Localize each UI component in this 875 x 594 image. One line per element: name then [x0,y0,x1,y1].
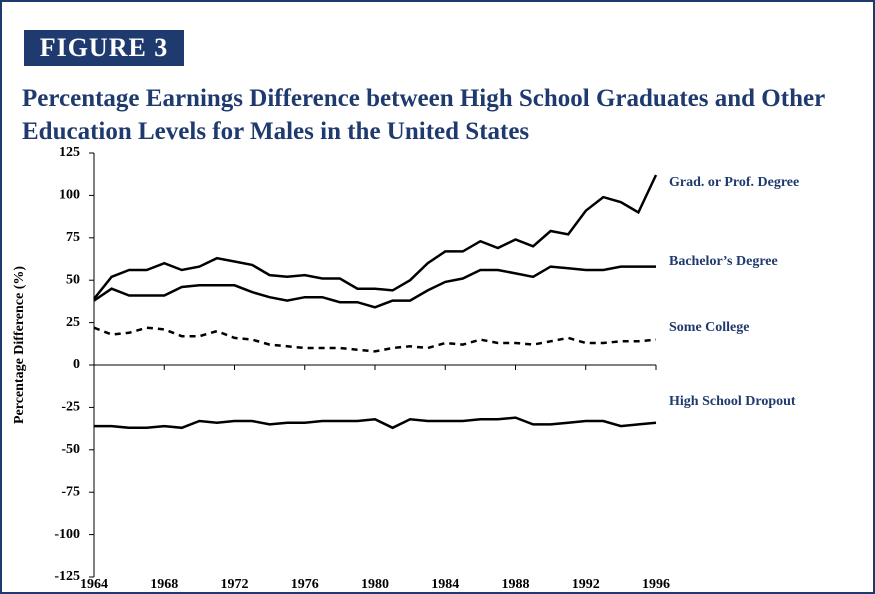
x-tick-label: 1984 [431,577,459,592]
series-label: Some College [669,320,749,335]
y-tick-label: 75 [66,230,80,245]
series-line [93,326,657,353]
x-tick-label: 1980 [361,577,389,592]
figure-label: FIGURE 3 [24,30,184,66]
series-line [93,174,658,300]
x-tick-label: 1996 [642,577,670,592]
x-tick-label: 1968 [150,577,178,592]
x-tick-label: 1972 [221,577,249,592]
series-label: Grad. or Prof. Degree [669,175,799,190]
chart-title: Percentage Earnings Difference between H… [22,85,825,145]
series-label: Bachelor’s Degree [669,254,778,269]
series-label: High School Dropout [669,394,796,409]
series-line [94,416,657,430]
y-tick-label: -50 [61,442,80,457]
x-tick-label: 1976 [291,577,319,592]
y-tick-label: 0 [73,357,80,372]
y-tick-label: -125 [54,569,80,584]
y-tick-label: -25 [61,400,80,415]
y-tick-label: 50 [66,272,80,287]
y-tick-label: 125 [59,145,80,160]
x-tick-label: 1988 [502,577,530,592]
x-tick-label: 1992 [572,577,600,592]
y-tick-label: 25 [66,315,80,330]
y-tick-label: -75 [61,484,80,499]
y-axis-label: Percentage Difference (%) [12,266,27,424]
series-line [93,265,656,309]
y-tick-label: 100 [59,188,80,203]
y-tick-label: -100 [54,527,80,542]
x-tick-label: 1964 [80,577,108,592]
